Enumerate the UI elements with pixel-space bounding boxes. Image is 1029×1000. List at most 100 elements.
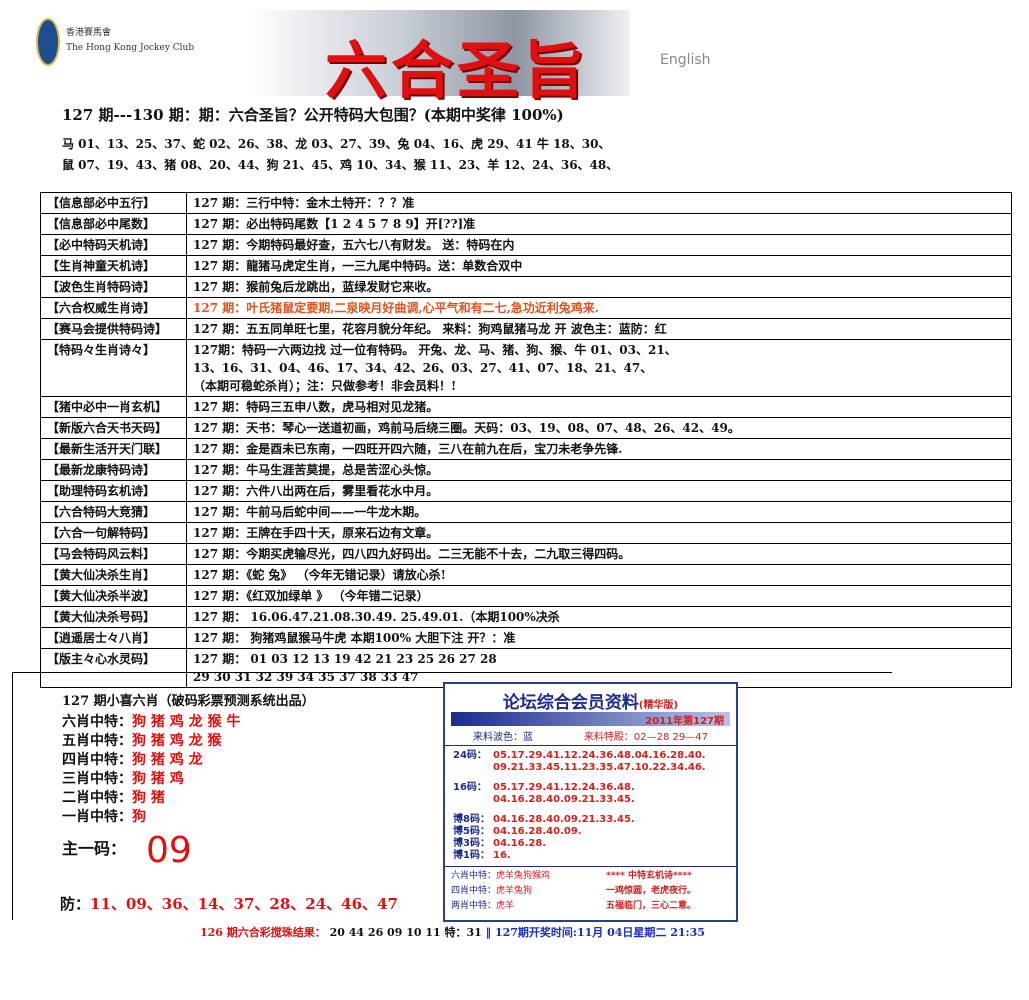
box-row-line: 04.16.28.40.09.21.33.45. — [493, 794, 635, 805]
table-row: 【生肖神童天机诗】 127 期：龍猪马虎定生肖，一三九尾中特码。送：单数合双中 — [40, 255, 1012, 277]
row-line: 127 期：今期买虎输尽光，四八四九好码出。二三无能不十去，二九取三得四码。 — [193, 547, 631, 561]
row-label: 【信息部必中尾数】 — [40, 213, 187, 235]
table-row: 【黄大仙决杀号码】 127 期： 16.06.47.21.08.30.49. 25… — [40, 606, 1012, 628]
row-label: 【信息部必中五行】 — [40, 192, 187, 214]
row-text: 127 期：三行中特：金木土特开：？？准 — [186, 192, 1012, 214]
pick-label: 二肖中特： — [62, 790, 132, 806]
box-row-line: 04.16.28. — [493, 838, 547, 849]
row-text: 127 期：五五同单旺七里，花容月貌分年纪。 来料：狗鸡鼠猪马龙 开 波色主：蓝… — [186, 318, 1012, 340]
box-row-line: 04.16.28.40.09.21.33.45. — [493, 814, 635, 825]
row-label: 【版主々心水灵码】 — [40, 648, 187, 688]
zodiac-line: 马 01、13、25、37、蛇 02、26、38、龙 03、27、39、兔 04… — [62, 137, 611, 151]
box-row: 博8码： 04.16.28.40.09.21.33.45. — [453, 814, 728, 826]
logo-line: 香港賽馬會 — [66, 28, 112, 38]
banner — [248, 10, 630, 96]
box-bottom-note: 一鸡惊圆，老虎夜行。 — [606, 886, 697, 896]
row-line: 127 期：龍猪马虎定生肖，一三九尾中特码。送：单数合双中 — [193, 259, 523, 273]
row-line: 127 期：金是酉未已东南，一四旺开四六随，三八在前九在后，宝刀未老争先锋. — [193, 442, 623, 456]
logo — [36, 18, 60, 66]
pick-row: 二肖中特：狗 猪 — [62, 789, 315, 808]
row-label: 【必中特码天机诗】 — [40, 234, 187, 256]
box-issue: 2011年第127期 — [451, 712, 730, 727]
box-row-values: 05.17.29.41.12.24.36.48.04.16.28.40.09.2… — [493, 782, 635, 806]
logo-line: The Hong Kong Jockey Club — [66, 43, 195, 53]
box-bottom-value: 虎羊兔狗猴鸡 — [496, 871, 551, 881]
row-label: 【波色生肖特码诗】 — [40, 276, 187, 298]
table-row: 【信息部必中五行】 127 期：三行中特：金木土特开：？？准 — [40, 192, 1012, 214]
box-row: 博3码： 04.16.28. — [453, 838, 728, 850]
row-line: 127 期：叶氏猪鼠定要期,二泉映月好曲调,心平气和有二七,急功近利兔鸡来. — [193, 301, 599, 315]
box-row-line: 16. — [493, 850, 511, 861]
table-row: 【赛马会提供特码诗】 127 期：五五同单旺七里，花容月貌分年纪。 来料：狗鸡鼠猪… — [40, 318, 1012, 340]
pick-value: 狗 猪 鸡 — [132, 771, 184, 787]
row-label: 【六合权威生肖诗】 — [40, 297, 187, 319]
row-line: 127期：特码一六两边找 过一位有特码。 开兔、龙、马、猪、狗、猴、牛 01、0… — [193, 343, 677, 357]
box-special: 来料特殿：02—28 29—47 — [583, 732, 708, 743]
box-bottom-note: **** 中特玄机诗**** — [606, 871, 692, 881]
box-row: 24码： 05.17.29.41.12.24.36.48.04.16.28.40.… — [453, 750, 728, 774]
guard: 防：11、09、36、14、37、28、24、46、47 — [60, 893, 398, 914]
row-text: 127 期：王牌在手四十天，原来石边有文章。 — [186, 522, 1012, 544]
pick-value: 狗 猪 鸡 龙 猴 — [132, 733, 222, 749]
panel — [12, 672, 892, 920]
pick-label: 四肖中特： — [62, 752, 132, 768]
row-line: 127 期：猴前兔后龙跳出，蓝绿发财它来收。 — [193, 280, 439, 294]
guard-label: 防： — [60, 895, 91, 913]
table-row: 【最新生活开天门联】 127 期：金是酉未已东南，一四旺开四六随，三八在前九在后，… — [40, 438, 1012, 460]
box-row-line: 05.17.29.41.12.24.36.48.04.16.28.40. — [493, 750, 706, 761]
box-row-label: 24码： — [453, 750, 487, 761]
box-row: 博1码： 16. — [453, 850, 728, 862]
table-row: 【必中特码天机诗】 127 期：今期特码最好查，五六七八有财发。 送：特码在内 — [40, 234, 1012, 256]
row-text: 127期：特码一六两边找 过一位有特码。 开兔、龙、马、猪、狗、猴、牛 01、0… — [186, 339, 1012, 397]
pick-value: 狗 猪 鸡 龙 — [132, 752, 203, 768]
row-text: 127 期：今期买虎输尽光，四八四九好码出。二三无能不十去，二九取三得四码。 — [186, 543, 1012, 565]
english-link[interactable]: English — [660, 52, 711, 68]
row-label: 【黄大仙决杀号码】 — [40, 606, 187, 628]
pick-label: 三肖中特： — [62, 771, 132, 787]
box-bottom-value: 虎羊 — [496, 901, 515, 911]
pick-label: 五肖中特： — [62, 733, 132, 749]
row-label: 【六合一句解特码】 — [40, 522, 187, 544]
row-label: 【特码々生肖诗々】 — [40, 339, 187, 397]
row-text: 127 期：牛马生涯苦莫提，总是苦涩心头惊。 — [186, 459, 1012, 481]
row-label: 【最新龙康特码诗】 — [40, 459, 187, 481]
row-text: 127 期：必出特码尾数【1 2 4 5 7 8 9】开[??]准 — [186, 213, 1012, 235]
box-row-label: 博3码： — [453, 838, 490, 849]
member-box: 论坛综合会员资料(精华版) 2011年第127期 来料波色：蓝 来料特殿：02—2… — [443, 682, 738, 922]
box-row-label: 博1码： — [453, 850, 490, 861]
row-text: 127 期：天书：琴心一送道初画，鸡前马后绕三圈。天码：03、19、08、07、… — [186, 417, 1012, 439]
box-head: 论坛综合会员资料(精华版) — [445, 684, 736, 713]
info-table: 【信息部必中五行】 127 期：三行中特：金木土特开：？？准 【信息部必中尾数】 12… — [40, 192, 1012, 688]
row-line: 13、16、31、04、46、17、34、42、26、03、27、41、07、1… — [193, 361, 653, 375]
picks: 127 期小喜六肖（破码彩票预测系统出品） 六肖中特：狗 猪 鸡 龙 猴 牛五肖中… — [62, 692, 315, 827]
table-row: 【新版六合天书天码】 127 期：天书：琴心一送道初画，鸡前马后绕三圈。天码：03… — [40, 417, 1012, 439]
box-row-label: 16码： — [453, 782, 487, 793]
box-bottom-note: 五福临门，三心二意。 — [606, 901, 697, 911]
row-label: 【黄大仙决杀生肖】 — [40, 564, 187, 586]
box-bottom-label: 四肖中特： — [451, 886, 497, 896]
footer: 126 期六合彩搅珠结果： 20 44 26 09 10 11 特：31 ‖ 1… — [200, 924, 705, 940]
pick-value: 狗 — [132, 809, 146, 825]
row-line: 127 期：天书：琴心一送道初画，鸡前马后绕三圈。天码：03、19、08、07、… — [193, 421, 740, 435]
box-row-label: 博8码： — [453, 814, 490, 825]
main-value: 09 — [146, 830, 192, 871]
row-line: 127 期： 01 03 12 13 19 42 21 23 25 26 27 … — [193, 652, 497, 666]
row-text: 127 期：龍猪马虎定生肖，一三九尾中特码。送：单数合双中 — [186, 255, 1012, 277]
table-row: 【版主々心水灵码】 127 期： 01 03 12 13 19 42 21 23 … — [40, 648, 1012, 688]
table-row: 【六合权威生肖诗】 127 期：叶氏猪鼠定要期,二泉映月好曲调,心平气和有二七,急… — [40, 297, 1012, 319]
table-row: 【助理特码玄机诗】 127 期：六件八出两在后，雾里看花水中月。 — [40, 480, 1012, 502]
box-rows: 24码： 05.17.29.41.12.24.36.48.04.16.28.40.… — [445, 746, 736, 866]
row-label: 【生肖神童天机诗】 — [40, 255, 187, 277]
pick-label: 六肖中特： — [62, 714, 132, 730]
box-row-values: 16. — [493, 850, 511, 862]
heading: 127 期---130 期：期：六合圣旨？公开特码大包围？(本期中奖律 100%… — [62, 106, 564, 124]
row-line: 127 期：特码三五申八数，虎马相对见龙猪。 — [193, 400, 439, 414]
row-label: 【猪中必中一肖玄机】 — [40, 396, 187, 418]
pick-row: 一肖中特：狗 — [62, 808, 315, 827]
table-row: 【黄大仙决杀生肖】 127 期：《蛇 兔》 （今年无错记录）请放心杀! — [40, 564, 1012, 586]
pick-value: 狗 猪 — [132, 790, 165, 806]
row-text: 127 期：叶氏猪鼠定要期,二泉映月好曲调,心平气和有二七,急功近利兔鸡来. — [186, 297, 1012, 319]
box-info: 来料波色：蓝 来料特殿：02—28 29—47 — [445, 726, 736, 746]
row-text: 127 期：今期特码最好查，五六七八有财发。 送：特码在内 — [186, 234, 1012, 256]
box-row-values: 04.16.28. — [493, 838, 546, 850]
